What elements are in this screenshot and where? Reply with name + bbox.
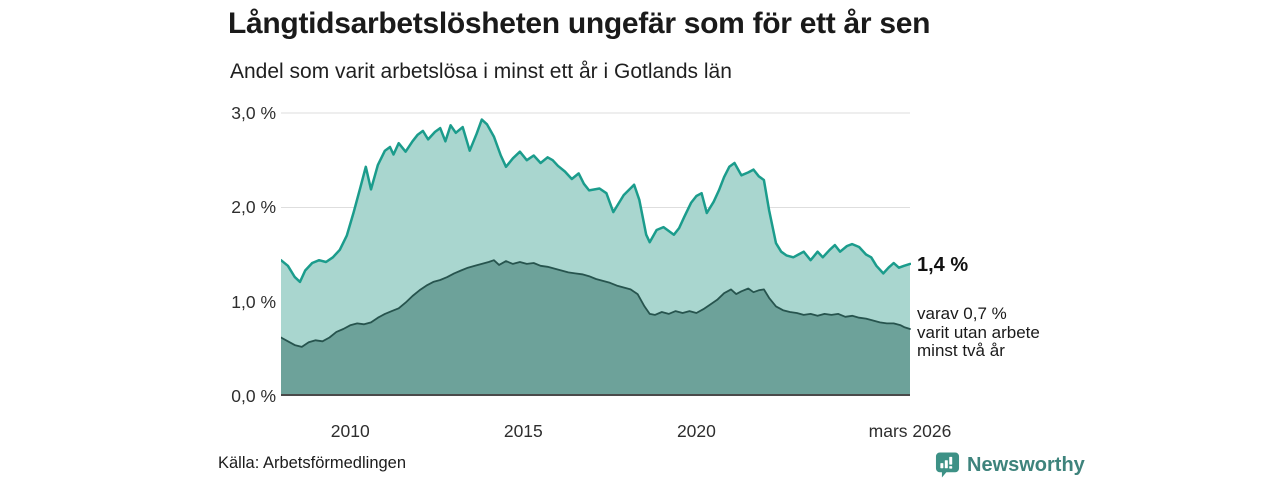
brand-wordmark: Newsworthy — [967, 453, 1085, 476]
area-series-1 — [281, 260, 910, 396]
area-chart — [279, 112, 912, 396]
chart-subtitle: Andel som varit arbetslösa i minst ett å… — [230, 60, 732, 83]
line-series-1 — [280, 259, 911, 348]
line-series-0 — [279, 118, 912, 284]
two-year-annotation: varav 0,7 % varit utan arbete minst två … — [917, 304, 1040, 361]
annotation-line: minst två år — [917, 341, 1005, 361]
y-tick-label: 3,0 % — [231, 103, 276, 123]
annotation-line: varit utan arbete — [917, 322, 1040, 342]
source-credit: Källa: Arbetsförmedlingen — [218, 454, 407, 472]
y-tick-label: 0,0 % — [231, 386, 276, 406]
annotation-line: varav 0,7 % — [917, 304, 1007, 323]
x-tick-label: 2020 — [676, 421, 716, 441]
y-tick-label: 2,0 % — [231, 197, 276, 218]
latest-value-label: 1,4 % — [917, 254, 969, 276]
y-tick-label: 1,0 % — [231, 291, 276, 312]
x-tick-label: 2015 — [503, 421, 543, 441]
newsworthy-logo-icon — [935, 452, 960, 478]
newsworthy-brand: Newsworthy — [935, 450, 1085, 480]
x-tick-label: 2010 — [330, 421, 370, 441]
page-title: Långtidsarbetslösheten ungefär som för e… — [228, 7, 931, 40]
x-tick-label: mars 2026 — [868, 421, 952, 441]
chart-plot-area — [279, 96, 912, 398]
